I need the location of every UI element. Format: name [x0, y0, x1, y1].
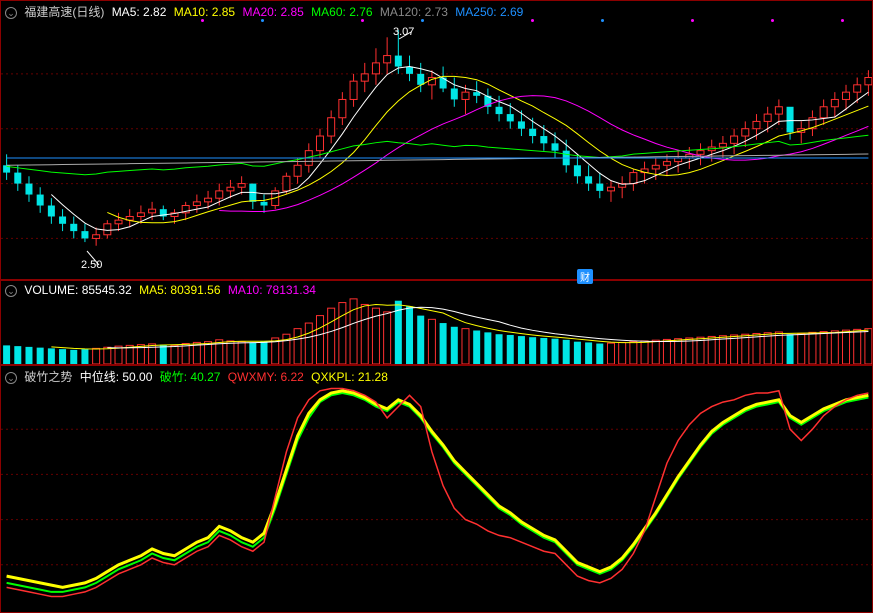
indicator-chart: [1, 366, 872, 612]
indicator-header: ⌄ 破竹之势 中位线: 50.00 破竹: 40.27 QWXMY: 6.22 …: [5, 368, 396, 385]
price-chart-panel[interactable]: ⌄ 福建高速(日线) MA5: 2.82 MA10: 2.85 MA20: 2.…: [0, 0, 873, 280]
ma-legend: MA5: 2.82 MA10: 2.85 MA20: 2.85 MA60: 2.…: [112, 5, 528, 19]
volume-header: ⌄ VOLUME: 85545.32 MA5: 80391.56 MA10: 7…: [5, 283, 324, 297]
info-badge[interactable]: 财: [577, 269, 593, 284]
collapse-icon[interactable]: ⌄: [5, 285, 17, 297]
collapse-icon[interactable]: ⌄: [5, 372, 17, 384]
indicator-panel[interactable]: ⌄ 破竹之势 中位线: 50.00 破竹: 40.27 QWXMY: 6.22 …: [0, 365, 873, 613]
indicator-legend: 中位线: 50.00 破竹: 40.27 QWXMY: 6.22 QXKPL: …: [80, 370, 392, 384]
indicator-title: 破竹之势: [24, 370, 72, 384]
collapse-icon[interactable]: ⌄: [5, 7, 17, 19]
price-header: ⌄ 福建高速(日线) MA5: 2.82 MA10: 2.85 MA20: 2.…: [5, 3, 531, 20]
volume-legend: VOLUME: 85545.32 MA5: 80391.56 MA10: 781…: [24, 283, 320, 297]
candlestick-chart: [1, 1, 872, 279]
volume-panel[interactable]: ⌄ VOLUME: 85545.32 MA5: 80391.56 MA10: 7…: [0, 280, 873, 365]
price-annotation: 3.07: [393, 26, 414, 38]
price-annotation: 2.50: [81, 259, 102, 271]
stock-title: 福建高速(日线): [24, 5, 104, 19]
